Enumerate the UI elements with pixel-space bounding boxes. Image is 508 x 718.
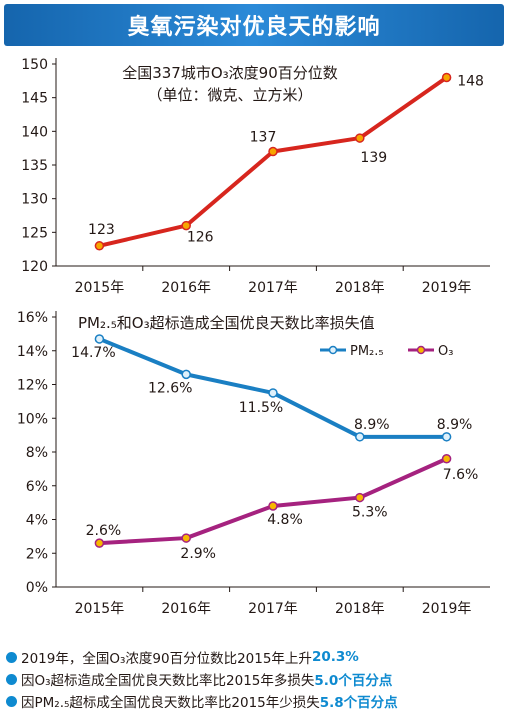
x-tick-label: 2019年 bbox=[422, 601, 472, 617]
chart-title: PM₂.₅和O₃超标造成全国优良天数比率损失值 bbox=[78, 314, 375, 332]
y-tick-label: 120 bbox=[21, 259, 48, 275]
note-highlight: 20.3% bbox=[311, 649, 359, 665]
data-point bbox=[181, 220, 191, 231]
y-tick-label: 8% bbox=[26, 445, 48, 461]
x-tick-label: 2018年 bbox=[335, 601, 385, 617]
bullet-icon bbox=[6, 651, 17, 663]
data-point bbox=[268, 388, 278, 398]
x-tick-label: 2019年 bbox=[422, 280, 472, 296]
note-highlight: 5.0个百分点 bbox=[314, 673, 393, 689]
notes-list: 2019年，全国O₃浓度90百分位数比2015年上升 20.3% 因O₃超标造成… bbox=[6, 646, 506, 712]
data-label: 7.6% bbox=[443, 467, 479, 483]
data-label: 126 bbox=[187, 230, 214, 246]
data-point bbox=[441, 432, 452, 442]
x-tick-label: 2017年 bbox=[248, 601, 298, 617]
x-tick-label: 2018年 bbox=[335, 280, 385, 296]
y-tick-label: 10% bbox=[17, 411, 48, 427]
y-tick-label: 140 bbox=[21, 124, 48, 140]
x-tick-label: 2016年 bbox=[161, 280, 211, 296]
bullet-icon bbox=[6, 673, 17, 685]
data-label: 8.9% bbox=[437, 417, 473, 433]
y-tick-label: 135 bbox=[21, 158, 48, 174]
legend-marker bbox=[328, 345, 338, 355]
data-label: 14.7% bbox=[71, 345, 115, 361]
data-label: 12.6% bbox=[148, 380, 192, 396]
x-tick-label: 2017年 bbox=[248, 280, 298, 296]
x-tick-label: 2015年 bbox=[75, 601, 125, 617]
data-label: 139 bbox=[360, 150, 387, 166]
y-tick-label: 4% bbox=[26, 513, 48, 529]
good-days-loss-chart: 0% 2% 4% 6% 8% 10% 12% 14% 16% 2015年 2016年 2017年 201… bbox=[17, 310, 490, 617]
header-banner: 臭氧污染对优良天的影响 bbox=[4, 4, 504, 46]
note-text: 2019年，全国O₃浓度90百分位数比2015年上升 bbox=[21, 651, 312, 667]
note-text: 因O₃超标造成全国优良天数比率比2015年多损失 bbox=[21, 673, 315, 689]
y-tick-label: 6% bbox=[26, 479, 48, 495]
data-label: 137 bbox=[250, 130, 277, 146]
y-tick-label: 2% bbox=[26, 546, 48, 562]
page-title: 臭氧污染对优良天的影响 bbox=[127, 15, 381, 40]
o3-concentration-chart: 120 125 130 135 140 145 150 2015年 2016年 2017年 2018… bbox=[21, 57, 490, 296]
series-line-2 bbox=[97, 456, 449, 546]
x-tick-label: 2015年 bbox=[75, 280, 125, 296]
y-tick-label: 12% bbox=[17, 378, 48, 394]
data-point bbox=[268, 501, 278, 511]
chart-title: 全国337城市O₃浓度90百分位数 bbox=[122, 64, 338, 82]
data-point bbox=[441, 454, 452, 464]
data-point bbox=[441, 72, 452, 83]
data-point bbox=[355, 432, 365, 442]
data-point bbox=[94, 538, 105, 548]
legend-marker bbox=[416, 345, 426, 355]
data-point bbox=[355, 492, 365, 503]
chart-subtitle: （单位：微克、立方米） bbox=[147, 86, 312, 104]
y-tick-label: 130 bbox=[21, 192, 48, 208]
data-label: 2.9% bbox=[180, 546, 216, 562]
data-label: 5.3% bbox=[352, 505, 388, 521]
data-label: 8.9% bbox=[354, 417, 390, 433]
y-tick-label: 145 bbox=[21, 91, 48, 107]
data-point bbox=[355, 133, 365, 143]
data-point bbox=[268, 146, 278, 157]
data-label: 11.5% bbox=[239, 400, 283, 416]
y-tick-label: 150 bbox=[21, 57, 48, 73]
x-tick-label: 2016年 bbox=[161, 601, 211, 617]
y-tick-label: 0% bbox=[26, 580, 48, 596]
note-item: 因O₃超标造成全国优良天数比率比2015年多损失 5.0个百分点 bbox=[6, 668, 506, 690]
legend-label: O₃ bbox=[438, 344, 453, 359]
data-point bbox=[181, 533, 191, 543]
data-label: 2.6% bbox=[86, 523, 122, 539]
data-label: 123 bbox=[88, 222, 115, 238]
data-label: 4.8% bbox=[267, 512, 303, 528]
data-point bbox=[181, 369, 191, 380]
note-item: 因PM₂.₅超标成全国优良天数比率比2015年少损失 5.8个百分点 bbox=[6, 690, 506, 712]
data-label: 148 bbox=[457, 73, 484, 89]
note-item: 2019年，全国O₃浓度90百分位数比2015年上升 20.3% bbox=[6, 646, 506, 668]
data-point bbox=[94, 241, 105, 251]
note-text: 因PM₂.₅超标成全国优良天数比率比2015年少损失 bbox=[21, 695, 320, 711]
legend-label: PM₂.₅ bbox=[350, 344, 384, 359]
y-tick-label: 125 bbox=[21, 225, 48, 241]
data-point bbox=[94, 334, 105, 344]
y-tick-label: 14% bbox=[17, 344, 48, 360]
note-highlight: 5.8个百分点 bbox=[319, 695, 398, 711]
y-tick-label: 16% bbox=[17, 310, 48, 326]
bullet-icon bbox=[6, 695, 17, 707]
